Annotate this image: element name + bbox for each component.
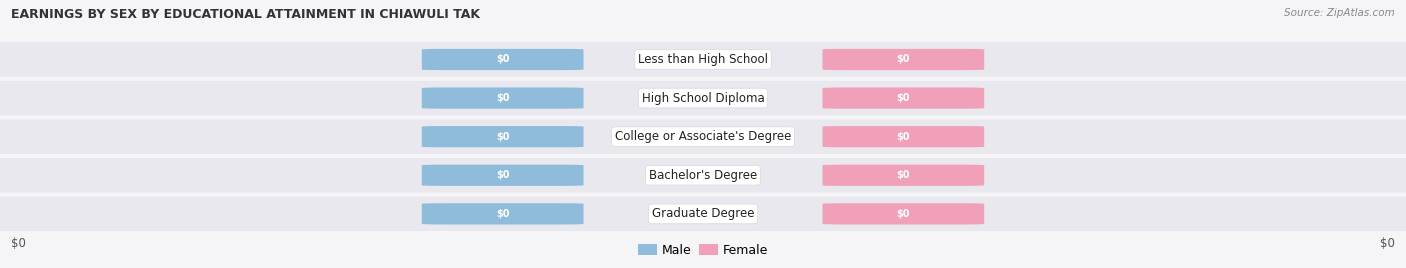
- Text: $0: $0: [897, 170, 910, 180]
- FancyBboxPatch shape: [0, 42, 1406, 77]
- Text: College or Associate's Degree: College or Associate's Degree: [614, 130, 792, 143]
- FancyBboxPatch shape: [823, 165, 984, 186]
- FancyBboxPatch shape: [422, 126, 583, 147]
- Text: $0: $0: [496, 209, 509, 219]
- Text: $0: $0: [496, 93, 509, 103]
- FancyBboxPatch shape: [823, 203, 984, 225]
- Legend: Male, Female: Male, Female: [633, 239, 773, 262]
- FancyBboxPatch shape: [0, 158, 1406, 192]
- Text: $0: $0: [897, 132, 910, 142]
- Text: $0: $0: [1379, 237, 1395, 250]
- FancyBboxPatch shape: [823, 126, 984, 147]
- FancyBboxPatch shape: [422, 87, 583, 109]
- Text: $0: $0: [897, 54, 910, 65]
- Text: Bachelor's Degree: Bachelor's Degree: [650, 169, 756, 182]
- FancyBboxPatch shape: [0, 120, 1406, 154]
- FancyBboxPatch shape: [0, 197, 1406, 231]
- FancyBboxPatch shape: [0, 81, 1406, 115]
- Text: High School Diploma: High School Diploma: [641, 92, 765, 105]
- Text: $0: $0: [11, 237, 27, 250]
- Text: $0: $0: [897, 209, 910, 219]
- FancyBboxPatch shape: [823, 49, 984, 70]
- Text: $0: $0: [496, 170, 509, 180]
- FancyBboxPatch shape: [823, 87, 984, 109]
- Text: Less than High School: Less than High School: [638, 53, 768, 66]
- FancyBboxPatch shape: [422, 203, 583, 225]
- Text: $0: $0: [496, 132, 509, 142]
- Text: Source: ZipAtlas.com: Source: ZipAtlas.com: [1284, 8, 1395, 18]
- Text: $0: $0: [496, 54, 509, 65]
- Text: EARNINGS BY SEX BY EDUCATIONAL ATTAINMENT IN CHIAWULI TAK: EARNINGS BY SEX BY EDUCATIONAL ATTAINMEN…: [11, 8, 481, 21]
- FancyBboxPatch shape: [422, 49, 583, 70]
- Text: $0: $0: [897, 93, 910, 103]
- Text: Graduate Degree: Graduate Degree: [652, 207, 754, 220]
- FancyBboxPatch shape: [422, 165, 583, 186]
